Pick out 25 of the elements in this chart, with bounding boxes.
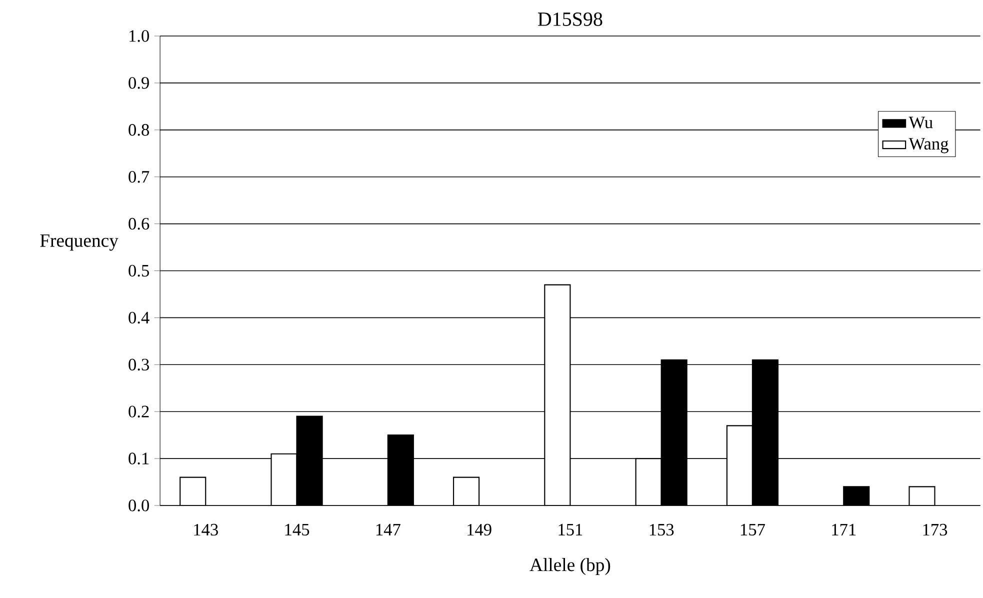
x-tick-label: 171 <box>832 524 856 536</box>
y-tick-label: 1.0 <box>130 30 149 42</box>
y-axis-title: Frequency <box>40 234 118 251</box>
chart-title: D15S98 <box>538 12 602 26</box>
y-tick-label: 0.5 <box>128 265 149 277</box>
legend-label: Wang <box>908 138 948 154</box>
x-tick-label: 149 <box>468 524 492 536</box>
y-tick-label: 0.6 <box>128 218 150 230</box>
x-tick-label: 173 <box>923 524 948 536</box>
x-tick-label: 151 <box>558 524 582 536</box>
y-tick-label: 0.4 <box>128 312 150 324</box>
y-tick-label: 0.3 <box>128 359 149 371</box>
legend-label: Wu <box>908 116 933 129</box>
x-tick-label: 145 <box>285 524 310 536</box>
x-tick-label: 147 <box>376 524 400 536</box>
y-tick-label: 0.0 <box>128 500 149 512</box>
y-tick-label: 0.9 <box>128 77 149 90</box>
x-tick-label: 157 <box>740 524 765 536</box>
x-tick-label: 143 <box>194 524 218 536</box>
y-tick-label: 0.8 <box>128 124 149 136</box>
y-tick-label: 0.1 <box>128 452 149 465</box>
x-axis-title: Allele (bp) <box>530 558 610 576</box>
y-tick-label: 0.7 <box>128 171 150 183</box>
x-tick-label: 153 <box>650 524 674 536</box>
y-tick-label: 0.2 <box>128 406 149 418</box>
